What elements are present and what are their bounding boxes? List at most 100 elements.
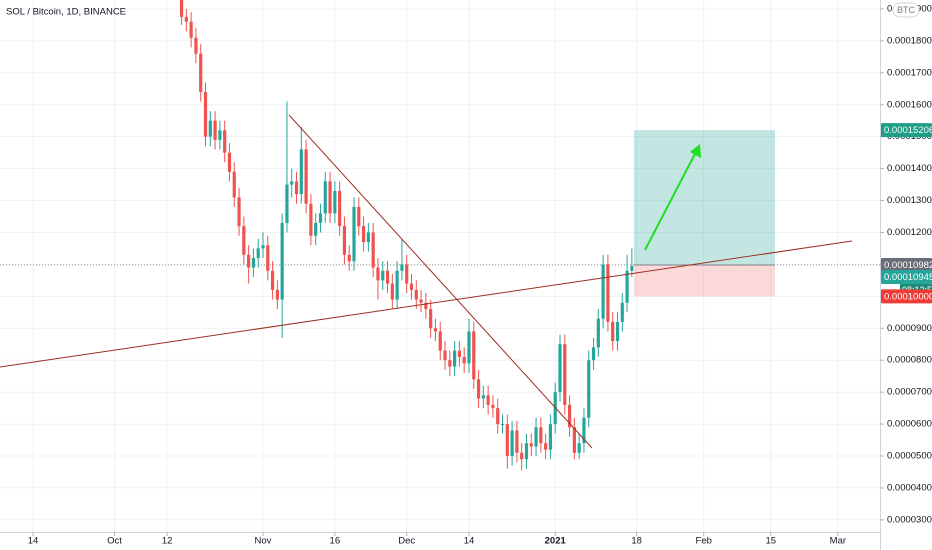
price-label: 0.00010982 — [884, 260, 932, 271]
x-tick-label: 14 — [464, 536, 475, 547]
candle-body — [242, 226, 246, 255]
candle-body — [381, 270, 385, 281]
candle-body — [496, 408, 500, 425]
candle-body — [615, 321, 620, 342]
candle-body — [376, 267, 380, 281]
candle-body — [472, 331, 476, 380]
candle-body — [443, 350, 447, 361]
descending-trendline[interactable] — [288, 114, 593, 449]
price-label-box — [881, 289, 932, 304]
candle-body — [486, 395, 490, 405]
candle-body — [247, 254, 251, 268]
candle-body — [208, 120, 212, 137]
candle-body — [323, 181, 327, 214]
candle-body — [448, 360, 452, 367]
candle-body — [314, 222, 318, 236]
x-tick-label: 12 — [162, 536, 173, 547]
candle-body — [572, 427, 576, 453]
candle-body — [309, 203, 313, 236]
candle-body — [438, 331, 442, 351]
x-tick-label: 18 — [631, 536, 642, 547]
candle-body — [400, 264, 404, 271]
candle-body — [510, 430, 514, 456]
position-tool[interactable] — [0, 130, 880, 297]
candle-body — [237, 197, 241, 227]
candle-body — [491, 404, 495, 409]
candle-body — [227, 152, 232, 172]
profit-zone[interactable] — [634, 130, 775, 265]
candle-body — [424, 302, 428, 310]
candle-body — [567, 404, 572, 428]
candle-body — [342, 226, 347, 255]
candle-body — [591, 347, 596, 361]
candle-body — [179, 0, 184, 17]
price-label: 0.00010945 — [884, 272, 932, 283]
candle-body — [419, 299, 423, 303]
candle-body — [275, 289, 279, 300]
x-tick-label: 16 — [330, 536, 341, 547]
candle-body — [520, 452, 524, 460]
candle-body — [611, 321, 615, 342]
price-label-box — [881, 269, 932, 284]
chart-title: SOL / Bitcoin, 1D, BINANCE — [6, 7, 126, 18]
candle-body — [414, 289, 418, 300]
candle-body — [294, 181, 299, 195]
candle-body — [606, 264, 610, 322]
x-tick-label: Feb — [696, 536, 712, 547]
price-label-box — [881, 123, 932, 138]
symbol-badge-box[interactable] — [892, 2, 920, 18]
candle-body — [285, 184, 289, 223]
candle-body — [515, 430, 519, 453]
x-tick-label: 2021 — [545, 536, 567, 547]
price-label: 0.00015206 — [884, 125, 932, 136]
candle-body — [596, 318, 600, 348]
drawings[interactable] — [0, 114, 853, 449]
candle-body — [429, 309, 433, 329]
candle-body — [587, 360, 591, 418]
price-label-box — [881, 257, 932, 272]
candle-body — [299, 149, 303, 195]
grid — [0, 0, 880, 532]
candle-body — [630, 266, 634, 271]
candle-body — [577, 443, 581, 453]
candle-body — [529, 443, 533, 447]
candle-body — [385, 270, 390, 284]
candle-body — [189, 21, 193, 38]
ascending-trendline[interactable] — [0, 240, 853, 368]
candle-body — [467, 331, 471, 364]
candle-body — [266, 245, 270, 271]
x-tick-label: 14 — [28, 536, 39, 547]
projection-arrow[interactable] — [644, 149, 698, 251]
candle-body — [318, 213, 323, 223]
candle-body — [194, 37, 198, 54]
candle-body — [524, 443, 529, 460]
candle-body — [304, 149, 308, 204]
candle-body — [620, 302, 624, 322]
candle-body — [223, 130, 227, 153]
x-tick-label: Dec — [398, 536, 415, 547]
candle-body — [476, 379, 481, 399]
candle-body — [409, 283, 414, 290]
candle-body — [625, 270, 629, 303]
candle-body — [338, 190, 342, 227]
symbol-badge: BTC — [897, 5, 916, 15]
candle-body — [213, 120, 217, 140]
candle-body — [232, 171, 236, 198]
candle-body — [256, 248, 260, 259]
candle-body — [505, 424, 509, 456]
candle-body — [347, 254, 351, 262]
candle-body — [270, 270, 275, 290]
candle-body — [184, 16, 188, 22]
x-tick-label: 15 — [765, 536, 776, 547]
candle-body — [481, 395, 485, 399]
candle-body — [280, 222, 284, 300]
candle-body — [457, 350, 462, 358]
